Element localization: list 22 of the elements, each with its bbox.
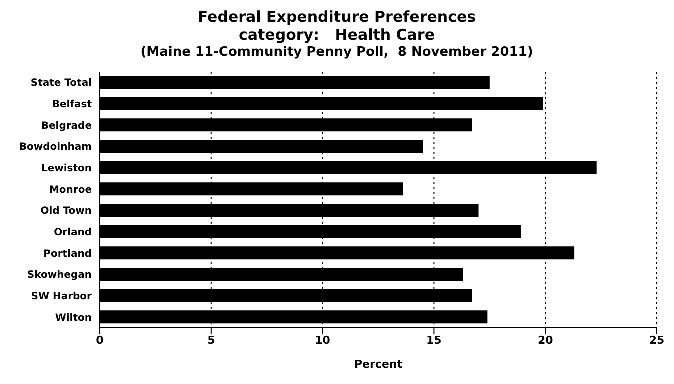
- y-tick-label: Skowhegan: [27, 270, 92, 282]
- y-tick-label: Orland: [54, 228, 92, 239]
- x-tick-label: 15: [426, 334, 442, 347]
- text: (Maine 11-Community Penny Poll, 8 November 2011): [140, 44, 534, 62]
- x-tick-label: 20: [538, 334, 554, 347]
- y-tick-label: Old Town: [40, 206, 92, 218]
- y-tick-label: Lewiston: [41, 164, 92, 175]
- x-tick-label: 10: [315, 334, 331, 347]
- x-tick-label: 0: [96, 334, 104, 347]
- y-tick-label: Belfast: [52, 100, 92, 111]
- y-tick-label: Wilton: [55, 312, 92, 324]
- y-tick-label: Monroe: [49, 184, 92, 196]
- chart-title: Federal Expenditure Preferences: [196, 8, 478, 26]
- y-tick-label: State Total: [30, 78, 92, 90]
- x-tick-label: 5: [208, 334, 216, 347]
- y-tick-label: Portland: [44, 248, 92, 260]
- y-tick-label: SW Harbor: [31, 292, 92, 303]
- y-tick-label: Bowdoinham: [19, 142, 92, 154]
- x-axis-title: Percent: [354, 358, 403, 371]
- x-tick-label: 25: [649, 334, 665, 347]
- y-tick-label: Belgrade: [41, 120, 92, 132]
- chart-subtitle: category: Health Care: [238, 26, 436, 44]
